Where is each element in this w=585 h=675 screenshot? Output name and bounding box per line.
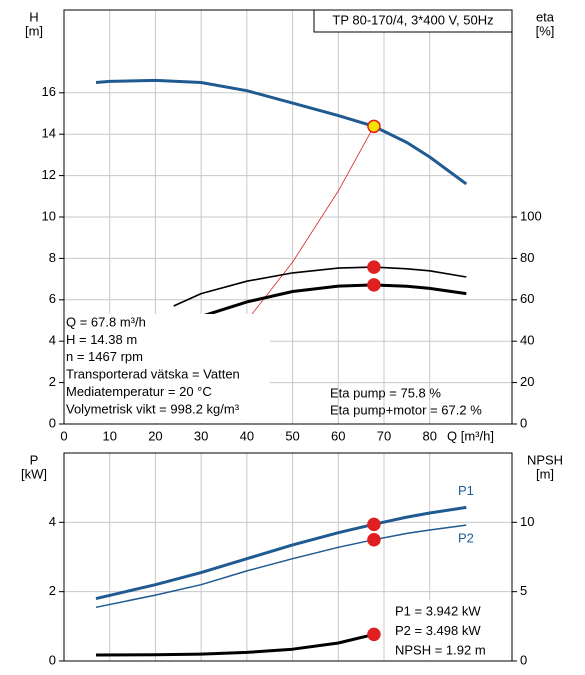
- y-axis-unit: [kW]: [21, 466, 47, 481]
- x-tick-label: 80: [422, 428, 436, 443]
- info-line: Mediatemperatur = 20 °C: [66, 384, 212, 399]
- duty-point: [367, 517, 381, 532]
- title-box: [313, 9, 513, 33]
- info-line: Volymetrisk vikt = 998.2 kg/m³: [66, 401, 240, 416]
- y-tick-label: 2: [49, 374, 56, 389]
- info-box: [65, 314, 270, 423]
- duty-point: [367, 119, 381, 134]
- y-tick-label: 12: [42, 167, 56, 182]
- x-tick-label: 10: [102, 428, 116, 443]
- y-tick-label: 14: [42, 126, 56, 141]
- plot-frame: [63, 9, 513, 425]
- x-tick-label: 0: [60, 428, 67, 443]
- x-tick-label: 20: [148, 428, 162, 443]
- annotation: Eta pump = 75.8 %: [330, 385, 441, 400]
- x-axis-label: Q [m³/h]: [447, 428, 494, 443]
- duty-point: [367, 278, 381, 292]
- y-tick-label: 4: [49, 333, 56, 348]
- y2-axis-label: eta: [536, 9, 555, 24]
- y2-tick-label: 60: [520, 291, 534, 306]
- duty-point: [367, 260, 381, 274]
- y-tick-label: 6: [49, 291, 56, 306]
- plot-frame: [63, 452, 513, 662]
- annotation-box: [392, 600, 510, 660]
- y2-tick-label: 40: [520, 333, 534, 348]
- y2-tick-label: 5: [520, 583, 527, 598]
- annotation: NPSH = 1.92 m: [395, 642, 486, 657]
- info-line: n = 1467 rpm: [66, 349, 143, 364]
- x-tick-label: 30: [194, 428, 208, 443]
- curve: [248, 126, 375, 319]
- info-line: Q = 67.8 m³/h: [66, 314, 146, 329]
- annotation: P2 = 3.498 kW: [395, 623, 481, 638]
- series-label: P2: [458, 531, 474, 546]
- y2-tick-label: 20: [520, 374, 534, 389]
- x-tick-label: 40: [240, 428, 254, 443]
- y-tick-label: 8: [49, 250, 56, 265]
- y-tick-label: 2: [49, 583, 56, 598]
- y-tick-label: 16: [42, 84, 56, 99]
- duty-point: [367, 532, 381, 547]
- y2-tick-label: 80: [520, 250, 534, 265]
- y2-tick-label: 0: [520, 652, 527, 667]
- series-label: P1: [458, 483, 474, 498]
- x-tick-label: 60: [331, 428, 345, 443]
- y-tick-label: 10: [42, 208, 56, 223]
- curve: [95, 524, 467, 609]
- y-axis-label: H: [29, 9, 38, 24]
- chart-title: TP 80-170/4, 3*400 V, 50Hz: [332, 12, 493, 27]
- x-tick-label: 70: [377, 428, 391, 443]
- y-axis-unit: [m]: [25, 23, 43, 38]
- curve: [200, 283, 467, 318]
- y-tick-label: 0: [49, 652, 56, 667]
- y2-tick-label: 100: [520, 208, 542, 223]
- y2-tick-label: 0: [520, 415, 527, 430]
- annotation: Eta pump+motor = 67.2 %: [330, 402, 482, 417]
- curve: [95, 78, 468, 186]
- y2-axis-unit: [m]: [536, 466, 554, 481]
- y2-axis-unit: [%]: [536, 23, 555, 38]
- curve: [173, 266, 467, 307]
- y-tick-label: 4: [49, 514, 56, 529]
- y2-axis-label: NPSH: [527, 452, 563, 467]
- info-line: Transporterad vätska = Vatten: [66, 367, 240, 382]
- annotation: P1 = 3.942 kW: [395, 603, 481, 618]
- curve: [95, 505, 467, 601]
- info-line: H = 14.38 m: [66, 332, 137, 347]
- x-tick-label: 50: [285, 428, 299, 443]
- y-axis-label: P: [30, 452, 39, 467]
- y2-tick-label: 10: [520, 514, 534, 529]
- y-tick-label: 0: [49, 415, 56, 430]
- curve: [95, 632, 375, 657]
- duty-point: [367, 627, 381, 642]
